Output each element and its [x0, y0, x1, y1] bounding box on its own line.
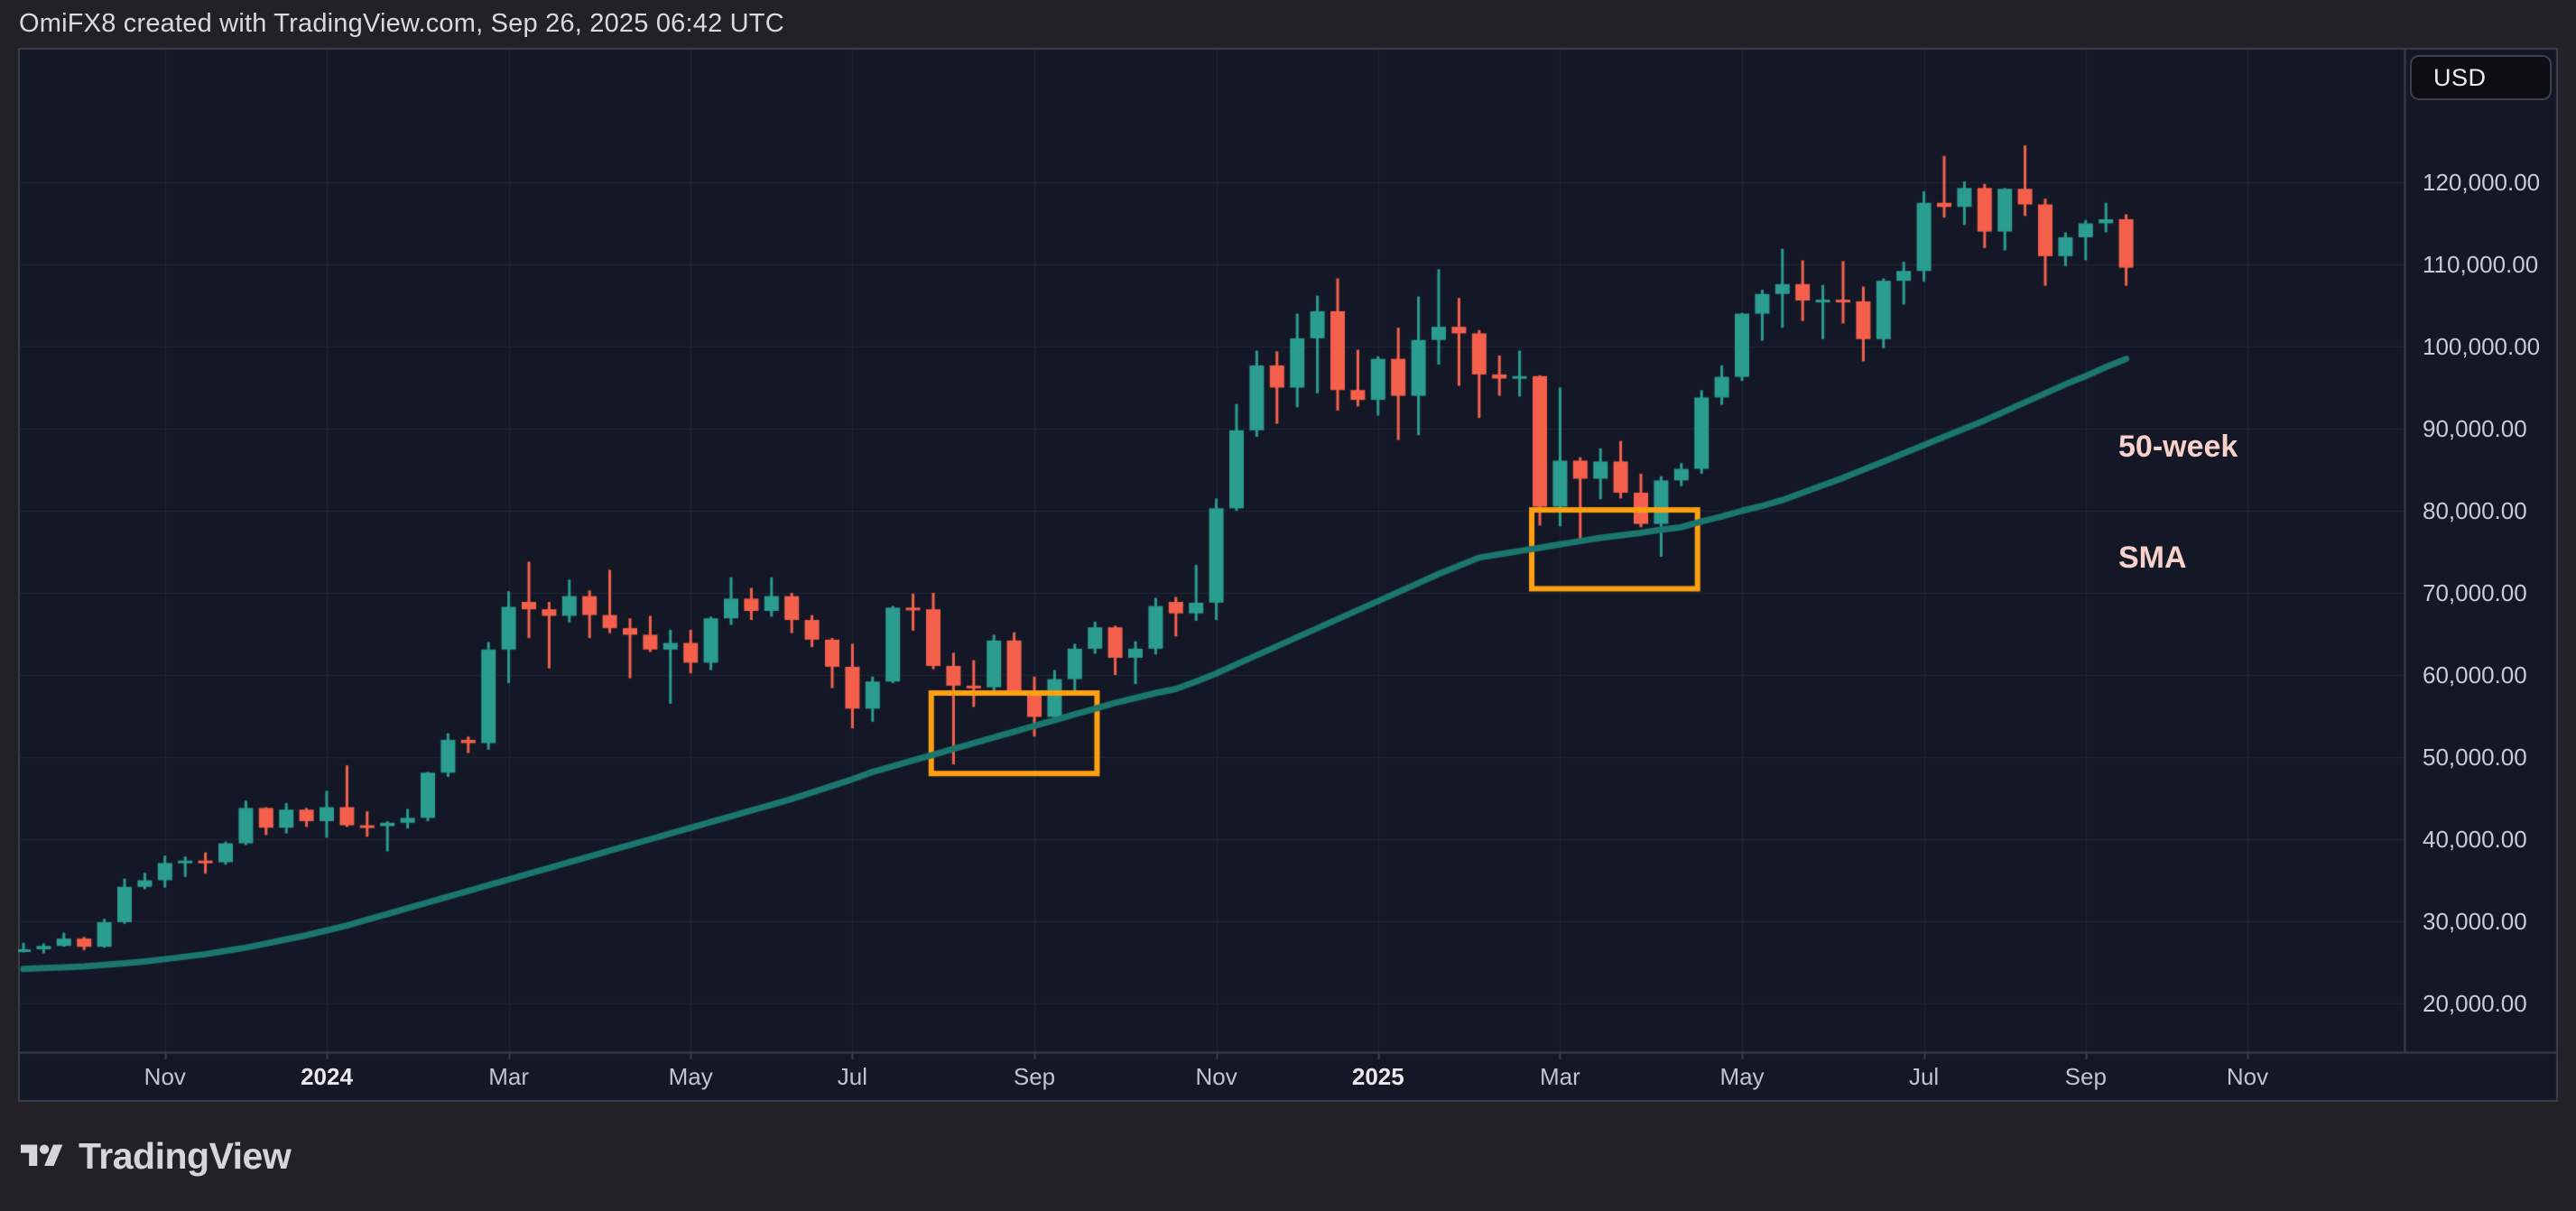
tradingview-logo-icon	[21, 1140, 63, 1173]
price-axis-label: 80,000.00	[2423, 497, 2527, 524]
time-axis-label: 2024	[301, 1063, 353, 1090]
currency-button[interactable]: USD	[2410, 55, 2552, 100]
time-axis-label: Jul	[837, 1063, 868, 1090]
time-axis-label: May	[1719, 1063, 1765, 1090]
candlestick-chart-canvas[interactable]	[18, 48, 2558, 1102]
tradingview-logo[interactable]: TradingView	[21, 1135, 292, 1178]
tradingview-wordmark: TradingView	[79, 1135, 292, 1177]
time-axis-label: Mar	[488, 1063, 529, 1090]
time-axis-label: Sep	[2064, 1063, 2107, 1090]
currency-button-label: USD	[2433, 63, 2487, 91]
price-axis-label: 30,000.00	[2423, 908, 2527, 935]
price-axis-label: 40,000.00	[2423, 826, 2527, 853]
time-axis-label: Nov	[1195, 1063, 1237, 1090]
time-axis-label: Mar	[1540, 1063, 1580, 1090]
price-axis[interactable]: USD 120,000.00 110,000.00 100,000.00 90,000…	[2405, 48, 2558, 1052]
time-axis-label: Sep	[1013, 1063, 1056, 1090]
title-bar: OmiFX8 created with TradingView.com, Sep…	[0, 0, 2576, 48]
sma-label-line2: SMA	[2118, 541, 2187, 575]
time-axis-label: 2025	[1351, 1063, 1404, 1090]
sma-annotation-label: 50-week SMA	[2118, 355, 2238, 651]
price-axis-label: 120,000.00	[2423, 169, 2541, 196]
price-axis-label: 60,000.00	[2423, 661, 2527, 689]
price-axis-label: 20,000.00	[2423, 990, 2527, 1017]
price-axis-label: 100,000.00	[2423, 333, 2541, 360]
time-axis-label: Nov	[2226, 1063, 2269, 1090]
chart-frame: USD 120,000.00 110,000.00 100,000.00 90,000…	[18, 48, 2558, 1102]
price-axis-label: 50,000.00	[2423, 744, 2527, 771]
price-axis-label: 90,000.00	[2423, 415, 2527, 442]
price-axis-label: 70,000.00	[2423, 579, 2527, 606]
time-axis-label: May	[668, 1063, 713, 1090]
sma-label-line1: 50-week	[2118, 430, 2238, 464]
time-axis-label: Jul	[1908, 1063, 1940, 1090]
footer-bar: TradingView	[0, 1102, 2576, 1211]
time-axis-label: Nov	[144, 1063, 186, 1090]
page-title: OmiFX8 created with TradingView.com, Sep…	[19, 9, 784, 38]
price-axis-label: 110,000.00	[2423, 251, 2539, 278]
time-axis[interactable]: Nov 2024 Mar May Jul Sep Nov 2025 Mar May Jul Sep No…	[18, 1052, 2405, 1102]
